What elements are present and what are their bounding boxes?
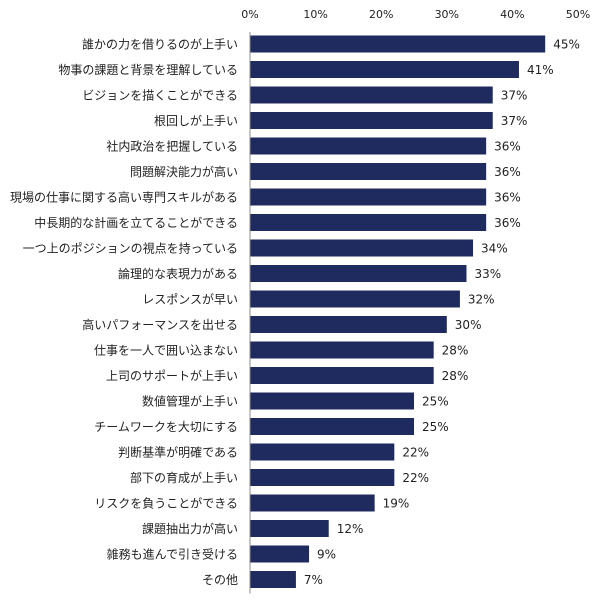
bar (250, 239, 474, 257)
bar (250, 341, 434, 359)
value-label: 25% (422, 420, 449, 434)
value-label: 22% (402, 471, 429, 485)
x-tick-label: 20% (369, 8, 393, 21)
value-label: 28% (442, 344, 469, 358)
value-label: 25% (422, 395, 449, 409)
bar-row: 雑務も進んで引き受ける 9% (107, 545, 336, 563)
bar (250, 86, 493, 104)
bar-row: チームワークを大切にする 25% (94, 418, 449, 435)
category-label: レスポンスが早い (142, 292, 238, 307)
value-label: 7% (304, 573, 323, 587)
value-label: 28% (442, 369, 469, 383)
bar-row: ビジョンを描くことができる 37% (82, 86, 528, 104)
bar (250, 571, 296, 588)
x-tick-label: 40% (500, 8, 524, 21)
category-label: 仕事を一人で囲い込まない (94, 344, 238, 358)
bar (250, 469, 395, 486)
category-label: 根回しが上手い (154, 113, 238, 128)
value-label: 22% (402, 446, 429, 460)
bar (250, 290, 460, 308)
x-tick-label: 10% (303, 8, 327, 21)
category-label: 判断基準が明確である (118, 445, 238, 460)
category-label: 一つ上のポジションの視点を持っている (23, 241, 238, 256)
value-label: 36% (494, 216, 521, 230)
bar-row: 仕事を一人で囲い込まない 28% (94, 341, 469, 359)
value-label: 19% (383, 497, 410, 511)
category-label: 誰かの力を借りるのが上手い (82, 37, 238, 52)
value-label: 36% (494, 191, 521, 205)
category-label: ビジョンを描くことができる (82, 88, 238, 103)
value-label: 36% (494, 140, 521, 154)
bar (250, 61, 519, 78)
bar (250, 520, 329, 537)
bar-row: リスクを負うことができる 19% (94, 494, 410, 512)
bar-row: 問題解決能力が高い 36% (130, 163, 521, 180)
category-label: 論理的な表現力がある (118, 266, 238, 281)
bar (250, 214, 487, 231)
x-tick-label: 0% (241, 8, 258, 21)
x-tick-label: 50% (566, 8, 590, 21)
category-label: 問題解決能力が高い (130, 164, 238, 179)
bar-row: 論理的な表現力がある 33% (118, 265, 501, 282)
value-label: 12% (337, 522, 364, 536)
category-label: 現場の仕事に関する高い専門スキルがある (10, 190, 238, 205)
bar-rows: 誰かの力を借りるのが上手い 45% 物事の課題と背景を理解している 41% ビジョンを描… (10, 35, 580, 588)
bar (250, 316, 447, 333)
value-label: 33% (474, 267, 501, 281)
bar (250, 137, 487, 155)
bar-row: 一つ上のポジションの視点を持っている 34% (23, 239, 508, 257)
category-label: その他 (202, 573, 238, 587)
category-label: 雑務も進んで引き受ける (107, 547, 238, 562)
bar (250, 35, 546, 53)
bar (250, 392, 414, 410)
bar (250, 443, 395, 461)
bar-row: 判断基準が明確である 22% (118, 443, 429, 461)
bar-row: 根回しが上手い 37% (154, 112, 527, 129)
bar (250, 545, 310, 563)
bar (250, 494, 375, 512)
bar (250, 112, 493, 129)
category-label: 高いパフォーマンスを出せる (82, 317, 238, 332)
bar-row: 数値管理が上手い 25% (142, 392, 449, 410)
x-tick-label: 30% (435, 8, 459, 21)
category-label: 社内政治を把握している (106, 139, 238, 154)
bar-row: 高いパフォーマンスを出せる 30% (82, 316, 481, 333)
category-label: 物事の課題と背景を理解している (58, 62, 238, 77)
bar-row: 中長期的な計画を立てることができる 36% (34, 214, 521, 231)
category-label: 課題抽出力が高い (142, 521, 238, 536)
category-label: チームワークを大切にする (94, 420, 238, 434)
bar-row: 誰かの力を借りるのが上手い 45% (82, 35, 580, 53)
value-label: 32% (468, 293, 495, 307)
value-label: 9% (317, 548, 336, 562)
bar (250, 188, 487, 206)
bar (250, 418, 414, 435)
bar (250, 265, 467, 282)
bar-row: 社内政治を把握している 36% (106, 137, 521, 155)
bar-row: 物事の課題と背景を理解している 41% (58, 61, 554, 78)
value-label: 34% (481, 242, 508, 256)
bar-row: 上司のサポートが上手い 28% (106, 367, 468, 384)
category-label: リスクを負うことができる (94, 496, 238, 511)
value-label: 30% (455, 318, 482, 332)
category-label: 部下の育成が上手い (130, 470, 238, 485)
bar-row: レスポンスが早い 32% (142, 290, 495, 308)
value-label: 37% (501, 114, 528, 128)
value-label: 37% (501, 89, 528, 103)
value-label: 45% (553, 38, 580, 52)
x-axis-ticks: 0% 10% 20% 30% 40% 50% (241, 8, 590, 21)
category-label: 中長期的な計画を立てることができる (34, 215, 238, 230)
bar-row: 現場の仕事に関する高い専門スキルがある 36% (10, 188, 521, 206)
value-label: 41% (527, 63, 554, 77)
bar-row: 課題抽出力が高い 12% (142, 520, 363, 537)
bar-row: 部下の育成が上手い 22% (130, 469, 429, 486)
bar (250, 367, 434, 384)
bar-row: その他 7% (202, 571, 323, 588)
category-label: 上司のサポートが上手い (106, 368, 238, 383)
value-label: 36% (494, 165, 521, 179)
bar (250, 163, 487, 180)
category-label: 数値管理が上手い (142, 394, 238, 409)
